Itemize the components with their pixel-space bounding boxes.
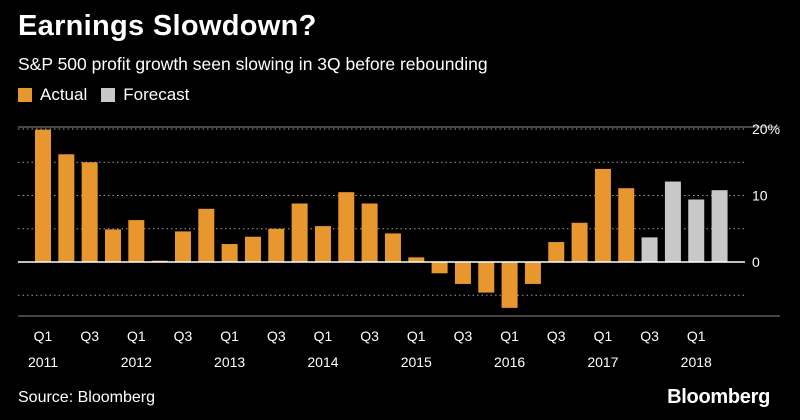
bar-actual [501, 262, 518, 308]
x-tick-quarter: Q3 [360, 328, 379, 344]
x-tick-year: 2018 [681, 354, 712, 370]
x-tick-year: 2015 [401, 354, 432, 370]
x-tick-year: 2016 [494, 354, 525, 370]
y-tick-label: 20% [752, 121, 780, 137]
y-tick-label: 0 [752, 254, 760, 270]
x-tick-quarter: Q3 [267, 328, 286, 344]
bar-actual [221, 244, 238, 262]
x-tick-quarter: Q1 [220, 328, 239, 344]
x-tick-quarter: Q3 [80, 328, 99, 344]
legend-swatch-actual [18, 88, 32, 102]
x-tick-quarter: Q1 [127, 328, 146, 344]
x-tick-quarter: Q1 [500, 328, 519, 344]
bar-actual [174, 231, 191, 262]
x-tick-quarter: Q3 [640, 328, 659, 344]
bar-forecast [688, 199, 705, 262]
x-tick-quarter: Q1 [314, 328, 333, 344]
x-tick-quarter: Q1 [594, 328, 613, 344]
bar-actual [454, 262, 471, 284]
bar-actual [571, 222, 588, 262]
bar-actual [128, 220, 145, 262]
legend-label-forecast: Forecast [123, 85, 190, 104]
x-tick-year: 2017 [587, 354, 618, 370]
x-tick-quarter: Q3 [174, 328, 193, 344]
bar-actual [314, 226, 331, 262]
bar-actual [35, 129, 51, 262]
x-tick-year: 2011 [28, 354, 58, 370]
bar-actual [361, 203, 378, 262]
y-tick-label: 10 [752, 188, 768, 204]
bar-actual [431, 262, 448, 274]
bar-actual [594, 168, 611, 262]
bar-actual [384, 233, 401, 262]
bar-actual [291, 203, 308, 262]
x-tick-quarter: Q3 [547, 328, 566, 344]
bar-actual [548, 242, 565, 262]
x-tick-quarter: Q1 [687, 328, 706, 344]
legend-item-forecast: Forecast [101, 85, 189, 105]
x-tick-quarter: Q3 [454, 328, 473, 344]
chart-subtitle: S&P 500 profit growth seen slowing in 3Q… [18, 54, 488, 74]
bar-actual [478, 262, 495, 293]
bar-actual [268, 228, 285, 262]
chart-title: Earnings Slowdown? [18, 10, 317, 42]
x-tick-quarter: Q1 [34, 328, 53, 344]
source-note: Source: Bloomberg [18, 389, 155, 406]
legend-item-actual: Actual [18, 85, 87, 105]
x-tick-year: 2012 [121, 354, 152, 370]
bar-forecast [641, 237, 658, 262]
bloomberg-logo: Bloomberg [667, 386, 770, 408]
legend: Actual Forecast [18, 85, 203, 105]
bar-actual [104, 229, 121, 262]
bar-forecast [711, 190, 728, 262]
bar-actual [244, 236, 261, 262]
bar-actual [58, 154, 75, 262]
bar-actual [524, 262, 541, 284]
bar-actual [618, 188, 635, 262]
legend-label-actual: Actual [40, 85, 88, 104]
x-tick-year: 2013 [214, 354, 245, 370]
bar-actual [338, 192, 355, 262]
legend-swatch-forecast [101, 88, 116, 102]
bar-actual [408, 257, 425, 262]
x-tick-quarter: Q1 [407, 328, 426, 344]
bar-actual [198, 208, 215, 262]
bar-forecast [664, 181, 681, 262]
bar-actual [81, 162, 98, 262]
x-tick-year: 2014 [307, 354, 338, 370]
